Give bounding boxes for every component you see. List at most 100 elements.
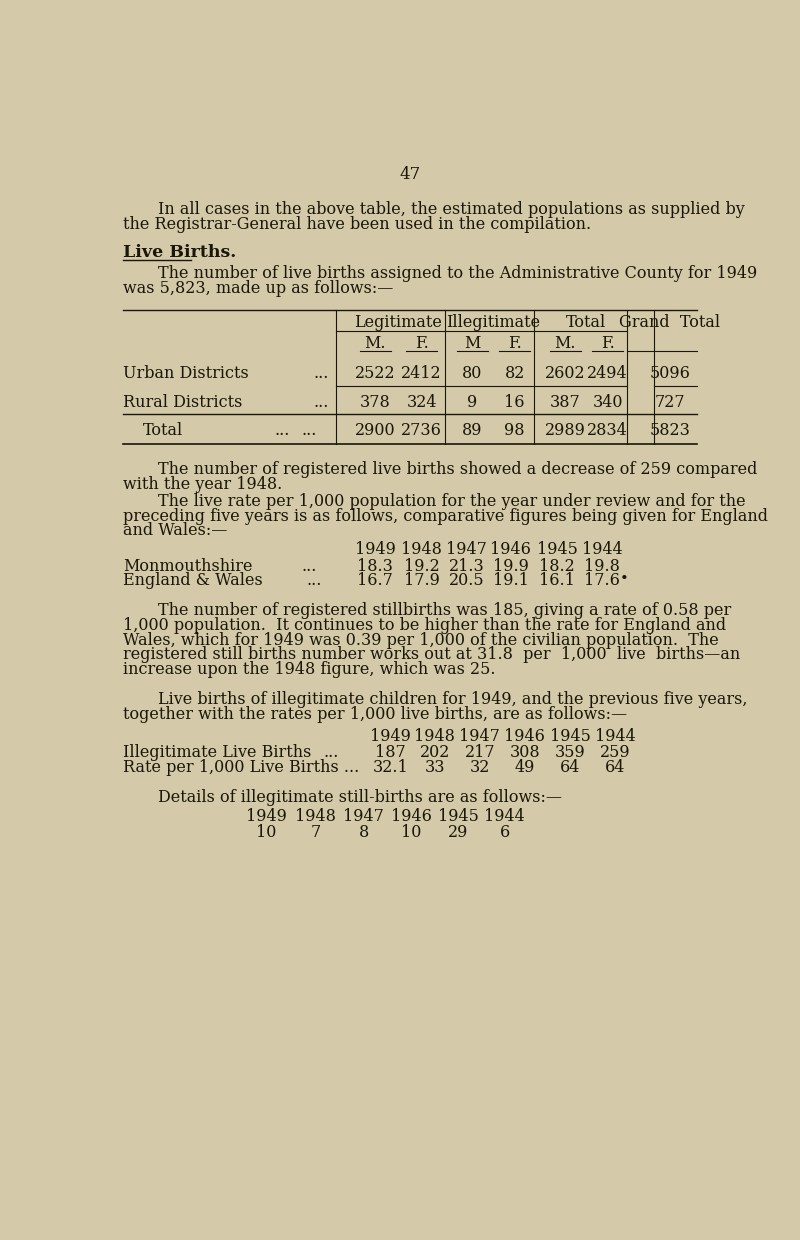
Text: 32.1: 32.1 bbox=[373, 759, 409, 776]
Text: 19.9: 19.9 bbox=[493, 558, 529, 574]
Text: 378: 378 bbox=[360, 393, 390, 410]
Text: 340: 340 bbox=[592, 393, 623, 410]
Text: was 5,823, made up as follows:—: was 5,823, made up as follows:— bbox=[123, 280, 394, 296]
Text: ...: ... bbox=[302, 558, 317, 574]
Text: and Wales:—: and Wales:— bbox=[123, 522, 228, 539]
Text: 16: 16 bbox=[504, 393, 525, 410]
Text: 49: 49 bbox=[514, 759, 535, 776]
Text: the Registrar-General have been used in the compilation.: the Registrar-General have been used in … bbox=[123, 216, 591, 233]
Text: ...: ... bbox=[274, 422, 290, 439]
Text: 16.1: 16.1 bbox=[539, 573, 575, 589]
Text: 18.3: 18.3 bbox=[357, 558, 393, 574]
Text: 1949: 1949 bbox=[370, 728, 411, 745]
Text: Legitimate: Legitimate bbox=[354, 314, 442, 331]
Text: 1948: 1948 bbox=[401, 542, 442, 558]
Text: 187: 187 bbox=[375, 744, 406, 761]
Text: F.: F. bbox=[601, 335, 614, 352]
Text: 1946: 1946 bbox=[391, 808, 432, 825]
Text: 10: 10 bbox=[257, 825, 277, 841]
Text: 5096: 5096 bbox=[649, 365, 690, 382]
Text: M: M bbox=[464, 335, 480, 352]
Text: 17.9: 17.9 bbox=[404, 573, 439, 589]
Text: Live births of illegitimate children for 1949, and the previous five years,: Live births of illegitimate children for… bbox=[158, 691, 748, 708]
Text: Total: Total bbox=[142, 422, 183, 439]
Text: 17.6: 17.6 bbox=[584, 573, 620, 589]
Text: 1949: 1949 bbox=[354, 542, 395, 558]
Text: F.: F. bbox=[414, 335, 429, 352]
Text: 32: 32 bbox=[470, 759, 490, 776]
Text: 217: 217 bbox=[465, 744, 495, 761]
Text: 2834: 2834 bbox=[587, 422, 628, 439]
Text: 1946: 1946 bbox=[490, 542, 531, 558]
Text: 10: 10 bbox=[402, 825, 422, 841]
Text: 1947: 1947 bbox=[343, 808, 384, 825]
Text: Grand  Total: Grand Total bbox=[619, 314, 720, 331]
Text: 19.8: 19.8 bbox=[584, 558, 620, 574]
Text: 2522: 2522 bbox=[355, 365, 395, 382]
Text: 727: 727 bbox=[654, 393, 685, 410]
Text: 2736: 2736 bbox=[401, 422, 442, 439]
Text: 2412: 2412 bbox=[402, 365, 442, 382]
Text: 16.7: 16.7 bbox=[357, 573, 393, 589]
Text: 387: 387 bbox=[550, 393, 580, 410]
Text: In all cases in the above table, the estimated populations as supplied by: In all cases in the above table, the est… bbox=[158, 201, 745, 218]
Text: 202: 202 bbox=[420, 744, 450, 761]
Text: Live Births.: Live Births. bbox=[123, 244, 237, 262]
Text: 359: 359 bbox=[555, 744, 586, 761]
Text: together with the rates per 1,000 live births, are as follows:—: together with the rates per 1,000 live b… bbox=[123, 706, 627, 723]
Text: 2900: 2900 bbox=[355, 422, 395, 439]
Text: The number of registered stillbirths was 185, giving a rate of 0.58 per: The number of registered stillbirths was… bbox=[158, 603, 731, 619]
Text: Rural Districts: Rural Districts bbox=[123, 393, 242, 410]
Text: Illegitimate: Illegitimate bbox=[446, 314, 540, 331]
Text: Monmouthshire: Monmouthshire bbox=[123, 558, 253, 574]
Text: registered still births number works out at 31.8  per  1,000  live  births—an: registered still births number works out… bbox=[123, 646, 741, 663]
Text: 7: 7 bbox=[310, 825, 321, 841]
Text: The number of registered live births showed a decrease of 259 compared: The number of registered live births sho… bbox=[158, 461, 758, 479]
Text: ...: ... bbox=[313, 365, 329, 382]
Text: 1947: 1947 bbox=[459, 728, 500, 745]
Text: Details of illegitimate still-births are as follows:—: Details of illegitimate still-births are… bbox=[158, 789, 562, 806]
Text: 2989: 2989 bbox=[545, 422, 586, 439]
Text: 1944: 1944 bbox=[595, 728, 636, 745]
Text: 1945: 1945 bbox=[550, 728, 591, 745]
Text: preceding five years is as follows, comparative figures being given for England: preceding five years is as follows, comp… bbox=[123, 507, 768, 525]
Text: ...: ... bbox=[307, 573, 322, 589]
Text: 29: 29 bbox=[448, 825, 468, 841]
Text: 6: 6 bbox=[499, 825, 510, 841]
Text: 308: 308 bbox=[510, 744, 540, 761]
Text: 80: 80 bbox=[462, 365, 482, 382]
Text: 5823: 5823 bbox=[649, 422, 690, 439]
Text: 47: 47 bbox=[399, 166, 421, 182]
Text: 82: 82 bbox=[505, 365, 525, 382]
Text: 259: 259 bbox=[600, 744, 630, 761]
Text: 2602: 2602 bbox=[545, 365, 586, 382]
Text: M.: M. bbox=[554, 335, 576, 352]
Text: 18.2: 18.2 bbox=[539, 558, 575, 574]
Text: 20.5: 20.5 bbox=[449, 573, 484, 589]
Text: The live rate per 1,000 population for the year under review and for the: The live rate per 1,000 population for t… bbox=[158, 494, 746, 510]
Text: 1946: 1946 bbox=[504, 728, 545, 745]
Text: ...: ... bbox=[313, 393, 329, 410]
Text: increase upon the 1948 figure, which was 25.: increase upon the 1948 figure, which was… bbox=[123, 661, 496, 678]
Text: 9: 9 bbox=[467, 393, 477, 410]
Text: 64: 64 bbox=[560, 759, 581, 776]
Text: 89: 89 bbox=[462, 422, 482, 439]
Text: M.: M. bbox=[364, 335, 386, 352]
Text: 1949: 1949 bbox=[246, 808, 287, 825]
Text: 21.3: 21.3 bbox=[449, 558, 485, 574]
Text: 1,000 population.  It continues to be higher than the rate for England and: 1,000 population. It continues to be hig… bbox=[123, 618, 726, 634]
Text: 1945: 1945 bbox=[537, 542, 578, 558]
Text: F.: F. bbox=[508, 335, 522, 352]
Text: 2494: 2494 bbox=[587, 365, 628, 382]
Text: 324: 324 bbox=[406, 393, 437, 410]
Text: with the year 1948.: with the year 1948. bbox=[123, 476, 282, 494]
Text: Wales, which for 1949 was 0.39 per 1,000 of the civilian population.  The: Wales, which for 1949 was 0.39 per 1,000… bbox=[123, 631, 719, 649]
Text: Illegitimate Live Births: Illegitimate Live Births bbox=[123, 744, 312, 761]
Text: 1948: 1948 bbox=[295, 808, 336, 825]
Text: Urban Districts: Urban Districts bbox=[123, 365, 249, 382]
Text: The number of live births assigned to the Administrative County for 1949: The number of live births assigned to th… bbox=[158, 265, 758, 281]
Text: ...: ... bbox=[302, 422, 317, 439]
Text: 98: 98 bbox=[504, 422, 525, 439]
Text: •: • bbox=[619, 573, 628, 587]
Text: 19.1: 19.1 bbox=[493, 573, 529, 589]
